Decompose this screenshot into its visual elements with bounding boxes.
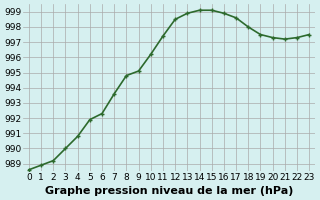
- X-axis label: Graphe pression niveau de la mer (hPa): Graphe pression niveau de la mer (hPa): [45, 186, 293, 196]
